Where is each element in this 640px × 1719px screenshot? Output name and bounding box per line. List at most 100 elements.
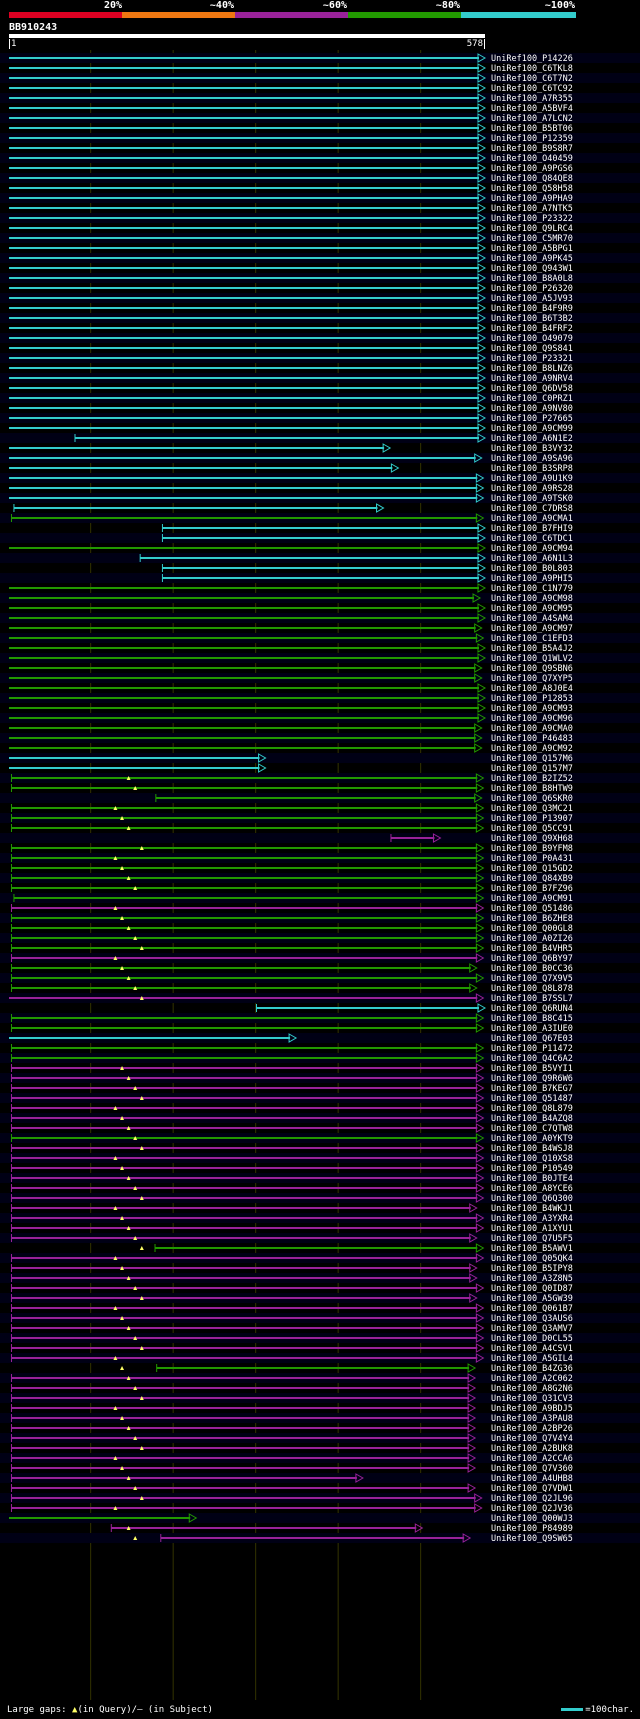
hit-label: UniRef100_Q05QK4: [491, 1254, 573, 1264]
gap-triangle: [113, 1256, 118, 1260]
hit-label: UniRef100_A9CM96: [491, 714, 573, 724]
hit-label: UniRef100_A3IUE0: [491, 1024, 573, 1034]
hit-arrow: [475, 783, 485, 793]
hit-arrow: [467, 1393, 477, 1403]
hit-label: UniRef100_A9BDJ5: [491, 1404, 573, 1414]
hit-label: UniRef100_A7R355: [491, 94, 573, 104]
hit-arrow: [475, 1283, 485, 1293]
hit-label: UniRef100_Q7V4Y4: [491, 1434, 573, 1444]
hit-arrow: [475, 1113, 485, 1123]
ruler-end: 578: [466, 39, 483, 49]
gap-triangle: [126, 1376, 131, 1380]
hit-arrow: [477, 1003, 487, 1013]
gap-triangle: [113, 1206, 118, 1210]
hit-label: UniRef100_P14226: [491, 54, 573, 64]
gap-triangle: [126, 1426, 131, 1430]
identity-color-scale: 20% ~40% ~60% ~80% ~100%: [0, 0, 640, 22]
ruler-end-tick: [484, 39, 485, 49]
hit-arrow: [475, 1243, 485, 1253]
gap-triangle: [120, 1366, 125, 1370]
gap-triangle: [120, 866, 125, 870]
hit-label: UniRef100_A6N1L3: [491, 554, 573, 564]
hit-label: UniRef100_P27665: [491, 414, 573, 424]
hit-label: UniRef100_Q5CC91: [491, 824, 573, 834]
hit-arrow: [475, 903, 485, 913]
gap-triangle: [133, 1536, 138, 1540]
hit-label: UniRef100_A9CM93: [491, 704, 573, 714]
hit-label: UniRef100_B9YFM8: [491, 844, 573, 854]
hit-label: UniRef100_A3YXR4: [491, 1214, 573, 1224]
hit-label: UniRef100_Q84QE8: [491, 174, 573, 184]
hit-arrow: [475, 1103, 485, 1113]
gap-triangle: [120, 1216, 125, 1220]
hit-arrow: [475, 853, 485, 863]
hit-arrow: [382, 443, 392, 453]
hit-label: UniRef100_A9NRV4: [491, 374, 573, 384]
gap-triangle: [126, 1076, 131, 1080]
hit-label: UniRef100_B7FZ96: [491, 884, 573, 894]
scale-legend-text: =100char.: [585, 1705, 634, 1715]
hit-arrow: [477, 423, 487, 433]
hit-label: UniRef100_A4UHB8: [491, 1474, 573, 1484]
hit-label: UniRef100_Q8L879: [491, 1104, 573, 1114]
gap-query-triangle-icon: ▲: [72, 1705, 78, 1715]
hit-arrow: [467, 1373, 477, 1383]
hit-arrow: [477, 323, 487, 333]
hit-arrow: [469, 1293, 478, 1303]
hit-label: UniRef100_A0YKT9: [491, 1134, 573, 1144]
hit-label: UniRef100_Q67E03: [491, 1034, 573, 1044]
hit-label: UniRef100_A4SAM4: [491, 614, 573, 624]
hit-label: UniRef100_Q7V360: [491, 1464, 573, 1474]
hit-arrow: [475, 993, 485, 1003]
hit-arrow: [475, 1333, 485, 1343]
gap-triangle: [133, 1186, 138, 1190]
hit-arrow: [477, 253, 487, 263]
hit-label: UniRef100_Q943W1: [491, 264, 573, 274]
hit-label: UniRef100_B5BT06: [491, 124, 573, 134]
hit-label: UniRef100_Q9SBN6: [491, 664, 573, 674]
hit-arrow: [477, 183, 487, 193]
hit-arrow: [477, 603, 487, 613]
gap-triangle: [133, 1336, 138, 1340]
hit-arrow: [475, 1143, 485, 1153]
scale-swatch: [561, 1708, 584, 1711]
hit-arrow: [475, 873, 485, 883]
gap-triangle: [113, 1106, 118, 1110]
hit-label: UniRef100_B5A4J2: [491, 644, 573, 654]
hit-arrow: [376, 503, 385, 513]
hit-label: UniRef100_Q7VDW1: [491, 1484, 573, 1494]
hit-label: UniRef100_A5BPG1: [491, 244, 573, 254]
gap-triangle: [120, 1316, 125, 1320]
hit-label: UniRef100_B8A0L8: [491, 274, 573, 284]
gap-triangle: [139, 1296, 144, 1300]
hit-arrow: [477, 703, 487, 713]
hit-label: UniRef100_D0CL55: [491, 1334, 573, 1344]
hit-label: UniRef100_B4AZQ8: [491, 1114, 573, 1124]
gap-triangle: [133, 886, 138, 890]
hit-arrow: [467, 1363, 477, 1373]
hit-label: UniRef100_C7QTW8: [491, 1124, 573, 1134]
hit-label: UniRef100_Q2JL96: [491, 1494, 573, 1504]
gap-subject-dash-icon: –: [137, 1705, 143, 1715]
hit-arrow: [477, 143, 487, 153]
gap-triangle: [120, 1266, 125, 1270]
hit-arrow: [477, 233, 487, 243]
hit-label: UniRef100_A9CMA1: [491, 514, 573, 524]
hit-label: UniRef100_Q9XH68: [491, 834, 573, 844]
gap-triangle: [133, 1286, 138, 1290]
hit-label: UniRef100_Q15GD2: [491, 864, 573, 874]
gap-triangle: [126, 1126, 131, 1130]
hit-arrow: [474, 673, 483, 683]
hit-label: UniRef100_B5IPY8: [491, 1264, 573, 1274]
hit-arrow: [475, 1313, 485, 1323]
hit-label: UniRef100_A9CM98: [491, 594, 573, 604]
hit-label: UniRef100_C6TKL8: [491, 64, 573, 74]
hit-arrow: [474, 723, 483, 733]
footer-legend: Large gaps: ▲(in Query)/– (in Subject) =…: [0, 1702, 640, 1719]
hit-arrow: [477, 393, 487, 403]
hit-label: UniRef100_P26320: [491, 284, 573, 294]
hit-arrow: [475, 813, 485, 823]
hit-label: UniRef100_A9U1K9: [491, 474, 573, 484]
hit-label: UniRef100_P11472: [491, 1044, 573, 1054]
gap-triangle: [113, 1506, 118, 1510]
